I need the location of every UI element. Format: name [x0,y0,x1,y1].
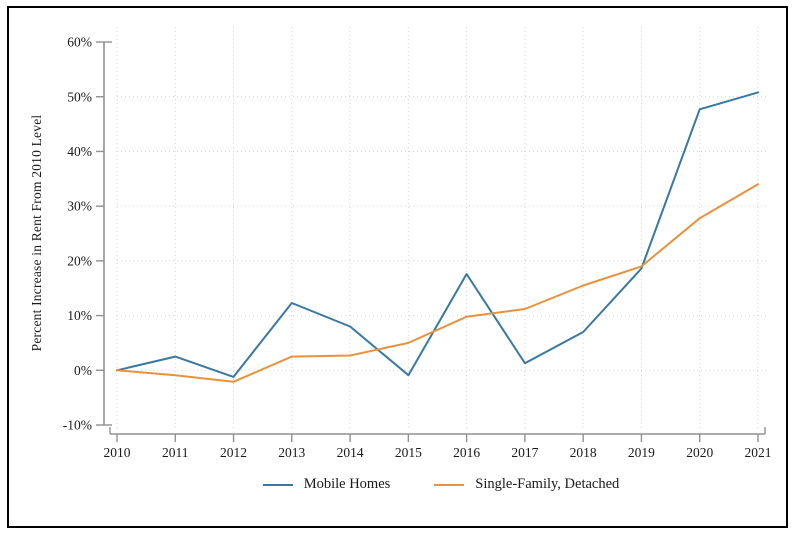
y-tick-label: 30% [67,199,92,214]
y-tick-label: 40% [67,144,92,159]
x-tick-label: 2010 [104,445,131,460]
legend-label-single-family-detached: Single-Family, Detached [475,476,620,492]
x-tick-label: 2011 [162,445,189,460]
x-tick-label: 2021 [744,445,771,460]
legend: Mobile Homes Single-Family, Detached [117,476,765,493]
chart-frame [7,6,788,528]
y-tick-label: 20% [67,253,92,268]
x-tick-label: 2017 [511,445,538,460]
mobile-homes-line-swatch [262,483,293,486]
series-line-mobile-homes [116,91,759,378]
x-tick-label: 2012 [220,445,247,460]
single-family-line-swatch [434,483,465,486]
x-tick-label: 2015 [395,445,422,460]
y-tick-label: 0% [74,363,92,378]
y-axis-title: Percent Increase in Rent From 2010 Level [29,114,44,352]
legend-label-mobile-homes: Mobile Homes [303,476,391,492]
x-tick-label: 2016 [453,445,480,460]
y-tick-label: 50% [67,89,92,104]
legend-item-single-family-detached: Single-Family, Detached [434,476,619,493]
legend-item-mobile-homes: Mobile Homes [262,476,391,493]
y-tick-label: -10% [63,418,92,433]
y-tick-label: 60% [67,35,92,50]
x-tick-label: 2019 [628,445,655,460]
series-line-single-family-detached [116,183,759,383]
x-tick-label: 2018 [570,445,597,460]
y-tick-label: 10% [67,308,92,323]
x-tick-label: 2014 [337,445,364,460]
x-tick-label: 2013 [278,445,305,460]
x-tick-label: 2020 [686,445,713,460]
